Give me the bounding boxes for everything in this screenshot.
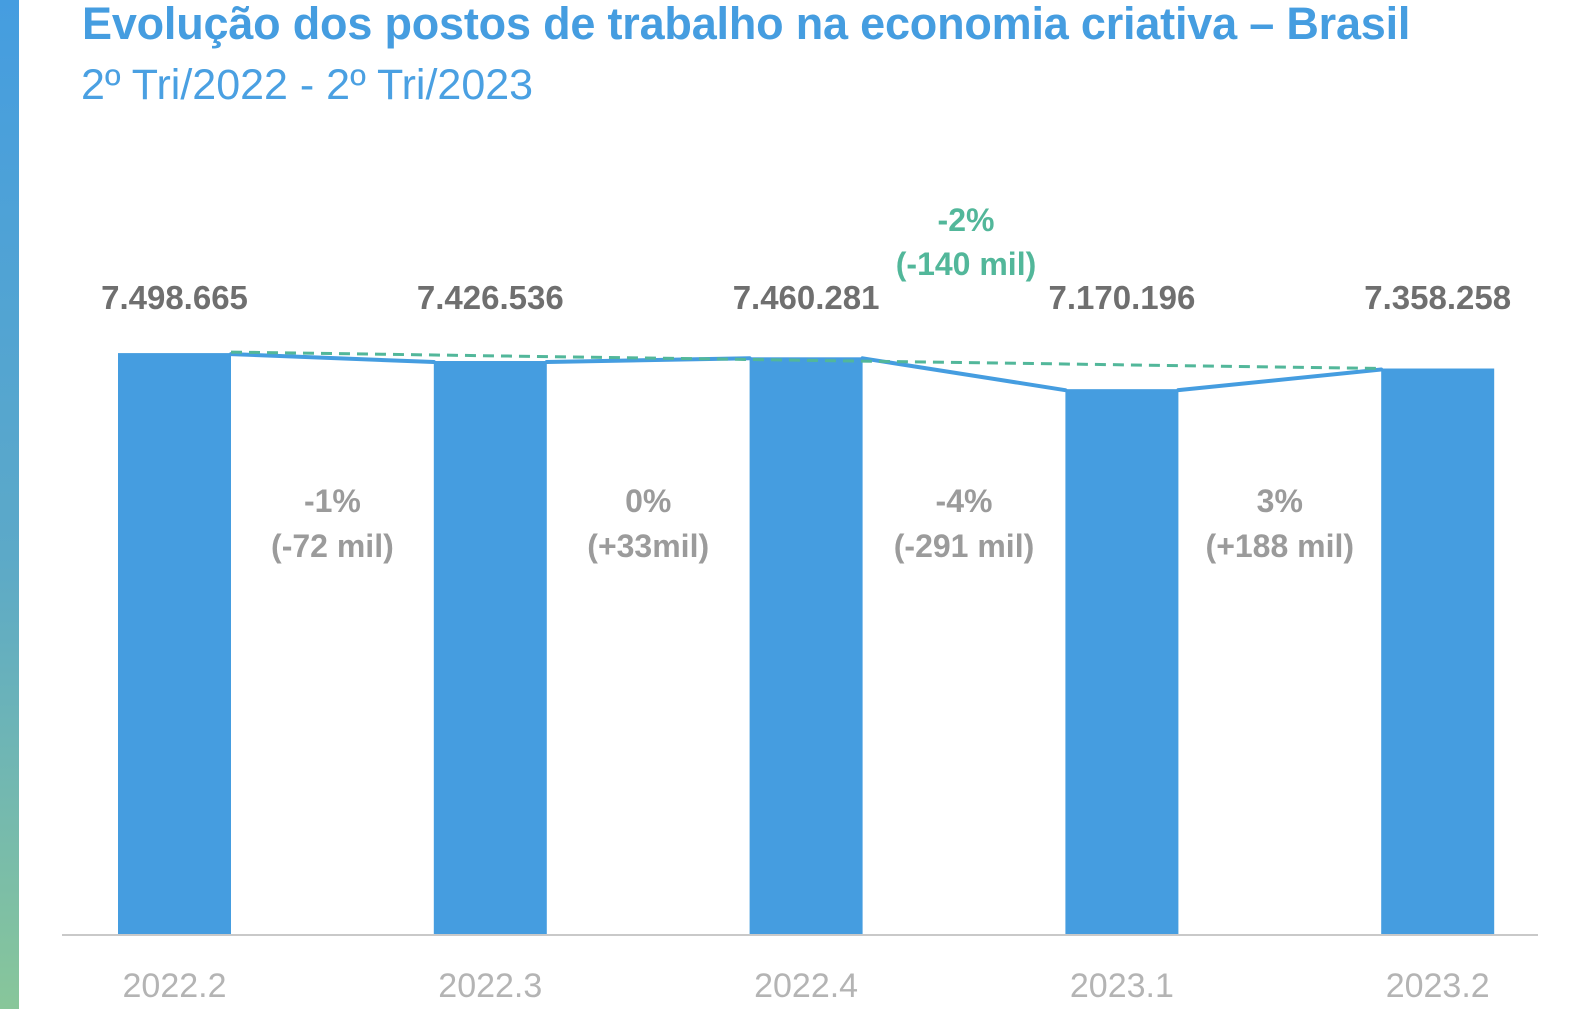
change-abs-label: (-291 mil) (894, 528, 1034, 564)
value-label: 7.170.196 (1048, 279, 1195, 316)
x-tick-label: 2022.3 (438, 967, 542, 1005)
bar-2022-3 (433, 361, 547, 935)
value-label: 7.498.665 (101, 279, 248, 316)
x-tick-label: 2023.1 (1070, 967, 1174, 1005)
trend-line-segment (544, 356, 752, 365)
accent-stripe (0, 0, 19, 1009)
change-pct-label: 0% (625, 483, 671, 519)
trend-line-segment (229, 352, 436, 365)
bar-2022-4 (749, 357, 863, 935)
change-abs-label: (-72 mil) (271, 528, 394, 564)
x-tick-label: 2022.4 (754, 967, 858, 1005)
x-tick-label: 2022.2 (123, 967, 227, 1005)
chart-title: Evolução dos postos de trabalho na econo… (82, 0, 1411, 49)
bar-2022-2 (118, 353, 231, 936)
trend-line-segment (860, 356, 1068, 393)
x-tick-label: 2023.2 (1386, 967, 1490, 1005)
trend-line-segment (1176, 367, 1384, 393)
change-pct-label: -1% (304, 483, 361, 519)
change-abs-label: (+188 mil) (1206, 528, 1355, 564)
bar-2023-2 (1381, 368, 1495, 936)
total-change-abs-label: (-140 mil) (896, 246, 1036, 282)
change-pct-label: 3% (1257, 483, 1303, 519)
value-label: 7.426.536 (417, 279, 564, 316)
change-pct-label: -4% (936, 483, 993, 519)
total-change-line (230, 350, 1382, 371)
bar-2023-1 (1065, 389, 1179, 935)
total-change-pct-label: -2% (938, 202, 995, 238)
change-abs-label: (+33mil) (587, 528, 709, 564)
value-label: 7.460.281 (733, 279, 880, 316)
value-label: 7.358.258 (1364, 279, 1511, 316)
chart-subtitle: 2º Tri/2022 - 2º Tri/2023 (81, 61, 534, 109)
